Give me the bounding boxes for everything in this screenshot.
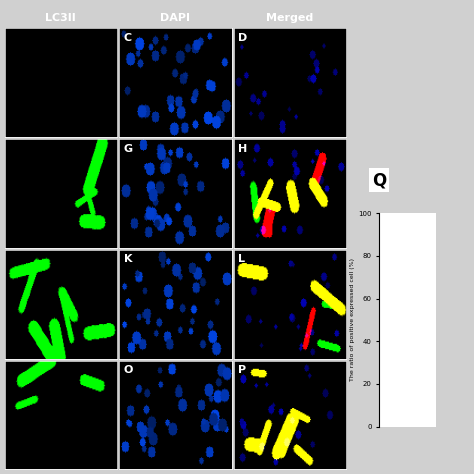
Text: O: O (124, 365, 133, 375)
Text: Q: Q (372, 171, 386, 189)
Text: DAPI: DAPI (160, 13, 191, 23)
Text: Merged: Merged (266, 13, 313, 23)
Text: LC3II: LC3II (46, 13, 76, 23)
Text: C: C (124, 33, 132, 43)
Y-axis label: The ratio of positive expressed cell (%): The ratio of positive expressed cell (%) (350, 258, 356, 382)
Text: D: D (238, 33, 247, 43)
Text: L: L (238, 254, 245, 264)
Text: H: H (238, 144, 247, 154)
Text: K: K (124, 254, 132, 264)
Text: G: G (124, 144, 133, 154)
Text: P: P (238, 365, 246, 375)
